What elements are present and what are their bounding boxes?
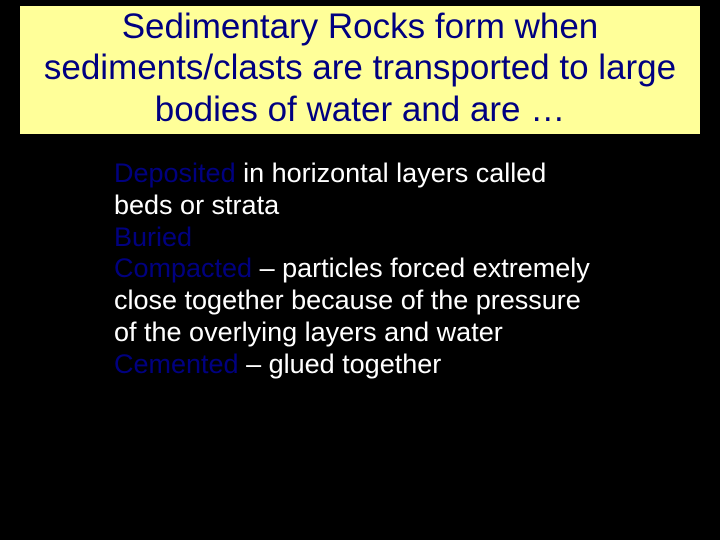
title-box: Sedimentary Rocks form when sediments/cl… [20, 6, 700, 134]
keyword: Deposited [114, 158, 236, 188]
slide: Sedimentary Rocks form when sediments/cl… [0, 0, 720, 540]
keyword: Compacted [114, 253, 252, 283]
bullet-rest: – glued together [239, 349, 442, 379]
bullet-item: Deposited in horizontal layers called be… [114, 158, 604, 222]
keyword: Cemented [114, 349, 239, 379]
body-content: Deposited in horizontal layers called be… [114, 158, 604, 381]
slide-title: Sedimentary Rocks form when sediments/cl… [28, 6, 692, 130]
bullet-item: Cemented – glued together [114, 349, 604, 381]
bullet-item: Compacted – particles forced extremely c… [114, 253, 604, 349]
keyword: Buried [114, 222, 192, 252]
bullet-item: Buried [114, 222, 604, 254]
